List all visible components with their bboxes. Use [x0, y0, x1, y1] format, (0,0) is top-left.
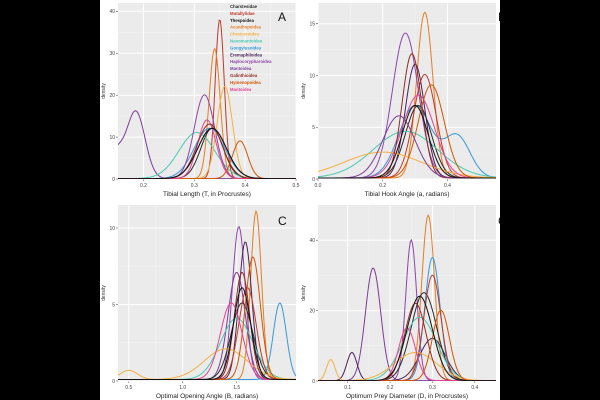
y-tick-label: 20 — [109, 93, 115, 99]
y-tick-label: 0 — [312, 177, 315, 183]
figure: 0.2 0.3 0.4 0.5 0 10 20 30 40 density Tibial Lengt… — [100, 0, 500, 400]
x-tick-label: 0.2 — [379, 183, 386, 189]
plot-background — [118, 205, 296, 381]
legend-entry: Mantoidea — [230, 87, 252, 92]
panel-letter: C — [278, 214, 287, 228]
y-tick-label: 30 — [109, 51, 115, 57]
x-axis-label: Optimum Prey Diameter (D, in Procrustes) — [346, 393, 468, 400]
legend-entry: Thespoidea — [230, 18, 254, 23]
y-axis-label: density — [101, 285, 107, 301]
y-tick-label: 0 — [112, 177, 115, 183]
chart-panel-4: 0.1 0.2 0.3 0.4 0 20 40 density Optimum Prey Dia… — [301, 205, 500, 400]
y-tick-label: 10 — [309, 73, 315, 79]
chart-panel-3: 0.5 1.0 1.5 0 5 10 density Optimal Opening Angl… — [101, 205, 296, 400]
x-tick-label: 0.4 — [444, 183, 451, 189]
x-tick-label: 0.4 — [471, 385, 478, 391]
y-axis-label: density — [301, 83, 307, 99]
legend-entry: Haplocorypharoidea — [230, 59, 272, 64]
density-curve-thespoidea — [318, 104, 496, 179]
chart-panel-1: 0.2 0.3 0.4 0.5 0 10 20 30 40 density Tibial Lengt… — [101, 3, 300, 198]
x-axis-label: Tibial Hook Angle (a, radians) — [364, 191, 449, 198]
legend-entry: Eremaphiloidea — [230, 52, 263, 57]
y-tick-label: 10 — [109, 135, 115, 141]
x-tick-label: 1.5 — [233, 385, 240, 391]
density-curve-thespoidea — [118, 287, 296, 380]
chart-panel-2: 0.0 0.2 0.4 0 5 10 15 density Tibial Hook Angle … — [301, 3, 500, 198]
x-tick-label: 0.4 — [242, 183, 249, 189]
legend-entry: Mantoidea — [230, 66, 252, 71]
legend: Charstesidae Mutallylidae Thespoidea Acanth… — [230, 4, 272, 92]
plot-background — [318, 3, 496, 179]
legend-entry: Nanomantoidea — [230, 39, 263, 44]
plot-background — [118, 3, 296, 179]
figure-canvas: 0.2 0.3 0.4 0.5 0 10 20 30 40 density Tibial Lengt… — [101, 3, 500, 400]
y-tick-label: 10 — [109, 226, 115, 232]
x-axis-label: Tibial Length (T, in Procrustes) — [163, 191, 251, 198]
y-tick-label: 0 — [112, 379, 115, 385]
x-tick-label: 0.0 — [315, 183, 322, 189]
density-curve-chroiceroidea — [118, 348, 296, 380]
density-curve-thespoidea — [118, 127, 296, 179]
legend-entry: Charstesidae — [230, 4, 258, 9]
panel-letter: A — [278, 10, 286, 24]
legend-entry: Mutallylidae — [230, 11, 255, 16]
y-axis-label: density — [101, 83, 107, 99]
y-axis-label: density — [301, 285, 307, 301]
panel-letter: C — [498, 214, 500, 228]
x-tick-label: 1.0 — [179, 385, 186, 391]
legend-entry: Hymenopoidea — [230, 80, 261, 85]
density-curve-nanomantoidea — [318, 130, 496, 178]
legend-entry: Chroiceroidea — [230, 32, 260, 37]
legend-entry: Galinthioidea — [230, 73, 258, 78]
y-tick-label: 40 — [309, 238, 315, 244]
panel-letter: B — [498, 10, 500, 24]
legend-entry: Acanthopoidea — [230, 25, 262, 30]
legend-entry: Gongylusoidea — [230, 45, 262, 50]
y-tick-label: 20 — [309, 308, 315, 314]
density-curve-thespoidea — [318, 295, 496, 381]
x-tick-label: 0.5 — [293, 183, 300, 189]
y-tick-label: 0 — [312, 379, 315, 385]
y-tick-label: 15 — [309, 22, 315, 28]
y-tick-label: 5 — [312, 125, 315, 131]
y-tick-label: 5 — [112, 302, 115, 308]
x-tick-label: 0.2 — [140, 183, 147, 189]
y-tick-label: 40 — [109, 9, 115, 15]
x-tick-label: 0.2 — [387, 385, 394, 391]
x-axis-label: Optimal Opening Angle (B, radians) — [156, 393, 258, 400]
x-tick-label: 0.3 — [429, 385, 436, 391]
x-tick-label: 0.1 — [344, 385, 351, 391]
x-tick-label: 0.3 — [191, 183, 198, 189]
x-tick-label: 0.5 — [125, 385, 132, 391]
